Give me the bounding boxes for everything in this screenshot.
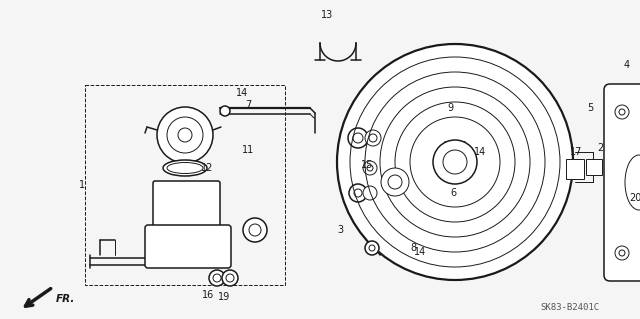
Circle shape [388, 175, 402, 189]
Text: 20: 20 [629, 193, 640, 203]
Circle shape [365, 241, 379, 255]
Ellipse shape [625, 155, 640, 210]
Text: 17: 17 [570, 147, 582, 157]
Text: 4: 4 [624, 60, 630, 70]
FancyBboxPatch shape [566, 159, 584, 179]
Circle shape [381, 168, 409, 196]
Circle shape [363, 186, 377, 200]
Circle shape [353, 133, 363, 143]
FancyBboxPatch shape [604, 84, 640, 281]
Text: 9: 9 [447, 103, 453, 113]
FancyBboxPatch shape [145, 225, 231, 268]
Circle shape [443, 150, 467, 174]
Text: 15: 15 [361, 160, 373, 170]
Circle shape [365, 130, 381, 146]
Circle shape [619, 250, 625, 256]
Circle shape [243, 218, 267, 242]
Circle shape [615, 105, 629, 119]
Text: 14: 14 [474, 147, 486, 157]
Circle shape [615, 246, 629, 260]
Circle shape [369, 134, 377, 142]
Text: 2: 2 [597, 143, 603, 153]
Ellipse shape [167, 162, 203, 174]
Circle shape [349, 184, 367, 202]
Circle shape [433, 140, 477, 184]
Circle shape [619, 109, 625, 115]
Circle shape [369, 245, 375, 251]
Text: 10: 10 [639, 170, 640, 180]
Text: 8: 8 [410, 243, 416, 253]
Text: SK83-B2401C: SK83-B2401C [540, 303, 600, 313]
Circle shape [213, 274, 221, 282]
Circle shape [337, 44, 573, 280]
Text: 3: 3 [337, 225, 343, 235]
Circle shape [178, 128, 192, 142]
Circle shape [226, 274, 234, 282]
Circle shape [222, 270, 238, 286]
Circle shape [354, 189, 362, 197]
Text: 13: 13 [321, 10, 333, 20]
Text: 11: 11 [242, 145, 254, 155]
Text: 16: 16 [202, 290, 214, 300]
Circle shape [348, 128, 368, 148]
Text: 6: 6 [450, 188, 456, 198]
Circle shape [220, 106, 230, 116]
Text: 7: 7 [245, 100, 251, 110]
FancyBboxPatch shape [586, 159, 602, 175]
Circle shape [367, 165, 373, 171]
Text: 14: 14 [414, 247, 426, 257]
Text: 19: 19 [218, 292, 230, 302]
Text: 5: 5 [587, 103, 593, 113]
Text: 14: 14 [236, 88, 248, 98]
Ellipse shape [163, 160, 207, 176]
Circle shape [209, 270, 225, 286]
FancyBboxPatch shape [153, 181, 220, 237]
Circle shape [157, 107, 213, 163]
Text: FR.: FR. [56, 294, 76, 304]
Circle shape [249, 224, 261, 236]
Text: 12: 12 [201, 163, 213, 173]
Circle shape [363, 161, 377, 175]
Circle shape [167, 117, 203, 153]
Text: 1: 1 [79, 180, 85, 190]
